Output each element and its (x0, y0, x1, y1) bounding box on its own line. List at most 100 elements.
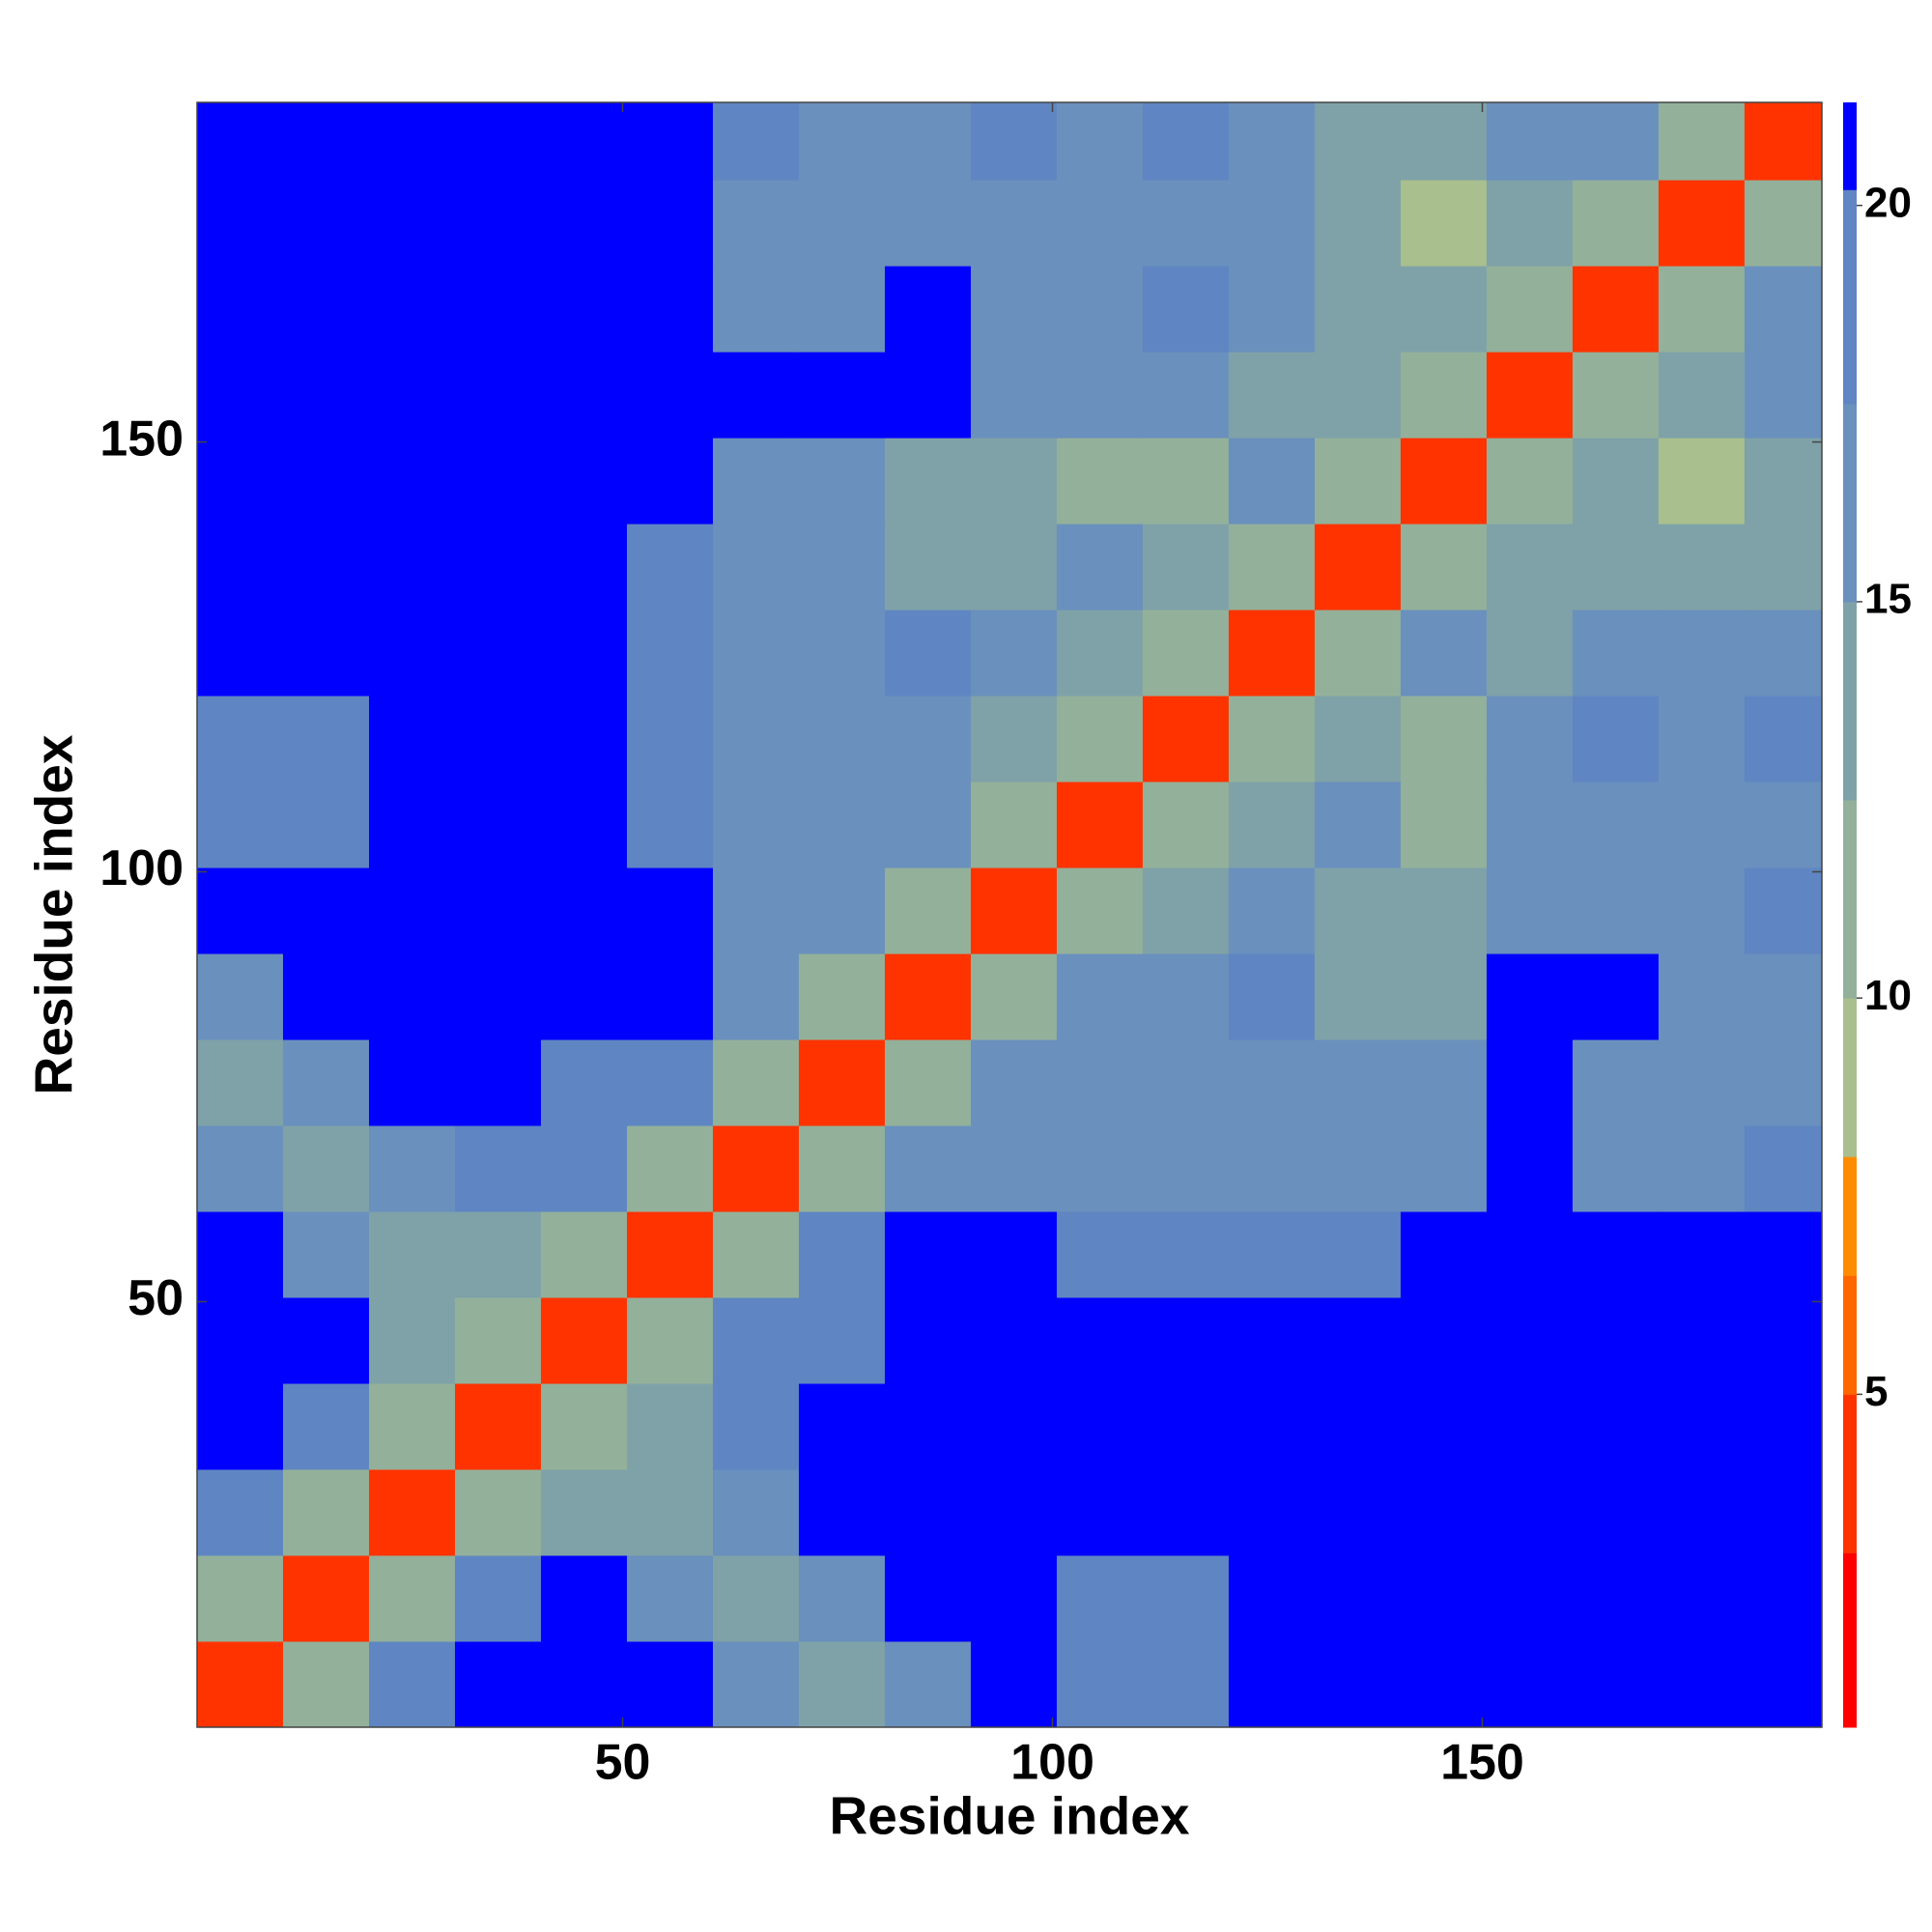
heatmap-cell (1486, 180, 1574, 267)
heatmap-cell (540, 524, 628, 611)
heatmap-cell (1486, 102, 1574, 181)
heatmap-cell (1486, 781, 1574, 868)
heatmap-cell (884, 1039, 972, 1126)
colorbar-tick-label: 5 (1864, 1368, 1888, 1415)
heatmap-cell (1314, 867, 1402, 954)
heatmap-cell (540, 1383, 628, 1470)
heatmap-cell (282, 610, 370, 696)
heatmap-cell (1228, 524, 1316, 611)
heatmap-cell (1572, 102, 1660, 181)
heatmap-cell (1400, 1383, 1488, 1470)
heatmap-cell (1658, 1125, 1746, 1212)
heatmap-cell (1228, 1211, 1316, 1298)
heatmap-cell (1056, 1641, 1144, 1727)
heatmap-cell (454, 102, 542, 181)
heatmap-cell (540, 867, 628, 954)
heatmap-cell (1400, 102, 1488, 181)
heatmap-cell (197, 610, 284, 696)
heatmap-cell (1228, 102, 1316, 181)
heatmap-cell (970, 438, 1058, 525)
heatmap-cell (197, 1469, 284, 1556)
heatmap-cell (1658, 266, 1746, 353)
heatmap-cell (1572, 867, 1660, 954)
heatmap-cell (1228, 1039, 1316, 1126)
heatmap-cell (454, 180, 542, 267)
heatmap-cell (1228, 867, 1316, 954)
heatmap-cell (1228, 1555, 1316, 1642)
heatmap-cell (798, 524, 886, 611)
heatmap-cell (970, 1125, 1058, 1212)
heatmap-cell (1228, 1125, 1316, 1212)
heatmap-cell (1658, 102, 1746, 181)
heatmap-cell (197, 1555, 284, 1642)
heatmap-cell (1572, 781, 1660, 868)
heatmap-cell (884, 524, 972, 611)
heatmap-cell (970, 102, 1058, 181)
heatmap-cell (1744, 867, 1822, 954)
heatmap-cell (282, 524, 370, 611)
heatmap-cell (1572, 1125, 1660, 1212)
heatmap-cell (970, 696, 1058, 782)
colorbar-segment (1843, 1552, 1857, 1728)
heatmap-cell (197, 1125, 284, 1212)
heatmap-cell (368, 1555, 456, 1642)
heatmap-cell (884, 266, 972, 353)
heatmap-cell (626, 1211, 714, 1298)
heatmap-cell (1314, 1297, 1402, 1384)
heatmap-cell (282, 1125, 370, 1212)
heatmap-cell (1056, 610, 1144, 696)
heatmap-cell (798, 1383, 886, 1470)
heatmap-cell (1486, 438, 1574, 525)
heatmap-cell (1142, 180, 1230, 267)
heatmap-cell (1744, 438, 1822, 525)
heatmap-cell (282, 438, 370, 525)
plot-frame (196, 101, 1823, 1728)
heatmap-cell (540, 1211, 628, 1298)
heatmap-cell (1056, 1555, 1144, 1642)
heatmap-cell (1142, 1125, 1230, 1212)
heatmap-cell (1572, 524, 1660, 611)
heatmap-cell (798, 266, 886, 353)
heatmap-cell (454, 438, 542, 525)
heatmap-cell (970, 1297, 1058, 1384)
heatmap-cell (626, 438, 714, 525)
heatmap-cell (1314, 266, 1402, 353)
heatmap-cell (884, 1297, 972, 1384)
heatmap-cell (1314, 524, 1402, 611)
heatmap-cell (1744, 1297, 1822, 1384)
heatmap-cell (1658, 781, 1746, 868)
heatmap-cell (540, 781, 628, 868)
heatmap-cell (1744, 1125, 1822, 1212)
colorbar-tick-label: 10 (1864, 972, 1912, 1019)
heatmap-cell (1400, 1211, 1488, 1298)
heatmap-cell (798, 1211, 886, 1298)
heatmap-cell (197, 1039, 284, 1126)
heatmap-cell (970, 781, 1058, 868)
heatmap-cell (368, 1297, 456, 1384)
heatmap-cell (1142, 781, 1230, 868)
heatmap-cell (1056, 953, 1144, 1040)
heatmap-cell (1658, 524, 1746, 611)
heatmap-cell (540, 1641, 628, 1727)
heatmap-cell (712, 102, 800, 181)
heatmap-cell (626, 1469, 714, 1556)
heatmap-cell (454, 266, 542, 353)
heatmap-cell (1314, 610, 1402, 696)
heatmap-cell (368, 352, 456, 439)
heatmap-cell (1314, 438, 1402, 525)
heatmap-cell (884, 438, 972, 525)
heatmap-cell (1056, 867, 1144, 954)
heatmap-cell (970, 610, 1058, 696)
heatmap-cell (712, 610, 800, 696)
heatmap-cell (626, 610, 714, 696)
heatmap-cell (884, 352, 972, 439)
heatmap-cell (1486, 1383, 1574, 1470)
heatmap-cell (712, 1383, 800, 1470)
heatmap-cell (798, 1469, 886, 1556)
heatmap-cell (626, 1383, 714, 1470)
heatmap-cell (712, 1641, 800, 1727)
heatmap-cell (1228, 352, 1316, 439)
y-tick-label: 100 (99, 840, 184, 896)
heatmap-cell (1572, 1469, 1660, 1556)
heatmap-cell (1314, 102, 1402, 181)
